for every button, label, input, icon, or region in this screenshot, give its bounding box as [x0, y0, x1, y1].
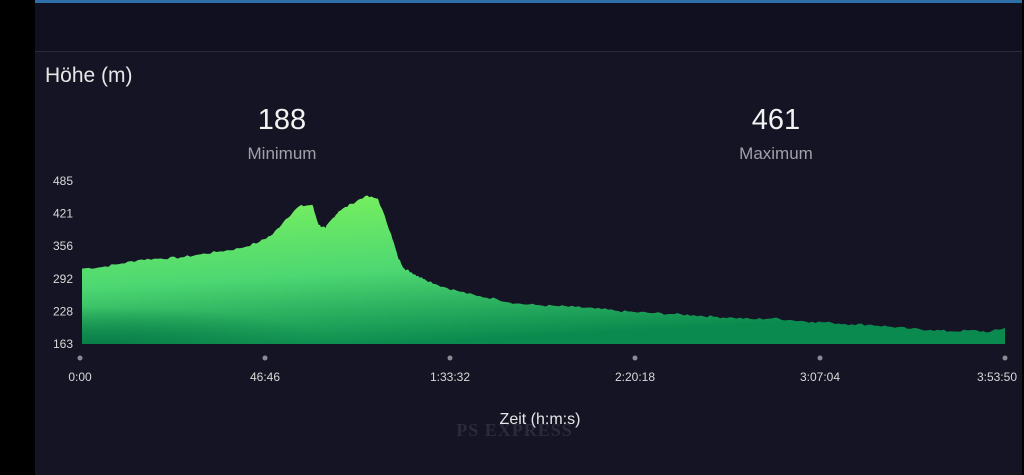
x-tick-dot: [1002, 355, 1008, 361]
minimum-value: 188: [257, 104, 307, 136]
x-tick-label: 0:00: [68, 370, 92, 384]
x-tick-dot: [632, 355, 638, 361]
chart-title: Höhe (m): [45, 64, 133, 87]
watermark: PS EXPRESS: [456, 420, 573, 440]
minimum-label: Minimum: [247, 144, 317, 163]
elevation-area-shade: [82, 195, 1005, 344]
chart-panel: [35, 0, 1022, 475]
x-tick-dot: [817, 355, 823, 361]
header-band: [35, 3, 1022, 52]
x-tick-label: 3:07:04: [800, 370, 840, 384]
x-tick-dot: [77, 355, 83, 361]
y-tick-label: 356: [53, 239, 73, 253]
x-axis-label: Zeit (h:m:s): [499, 411, 581, 428]
x-tick-label: 1:33:32: [430, 370, 470, 384]
x-tick-label: 3:53:50: [977, 370, 1017, 384]
y-tick-label: 228: [53, 305, 73, 319]
x-tick-dot: [262, 355, 268, 361]
y-tick-label: 485: [53, 174, 73, 188]
x-tick-dot: [447, 355, 453, 361]
x-tick-label: 2:20:18: [615, 370, 655, 384]
y-tick-label: 292: [53, 272, 73, 286]
maximum-label: Maximum: [739, 144, 813, 163]
top-accent-bar: [35, 0, 1022, 3]
y-tick-label: 421: [53, 207, 73, 221]
x-tick-label: 46:46: [250, 370, 280, 384]
maximum-value: 461: [751, 104, 801, 136]
y-tick-label: 163: [53, 337, 73, 351]
